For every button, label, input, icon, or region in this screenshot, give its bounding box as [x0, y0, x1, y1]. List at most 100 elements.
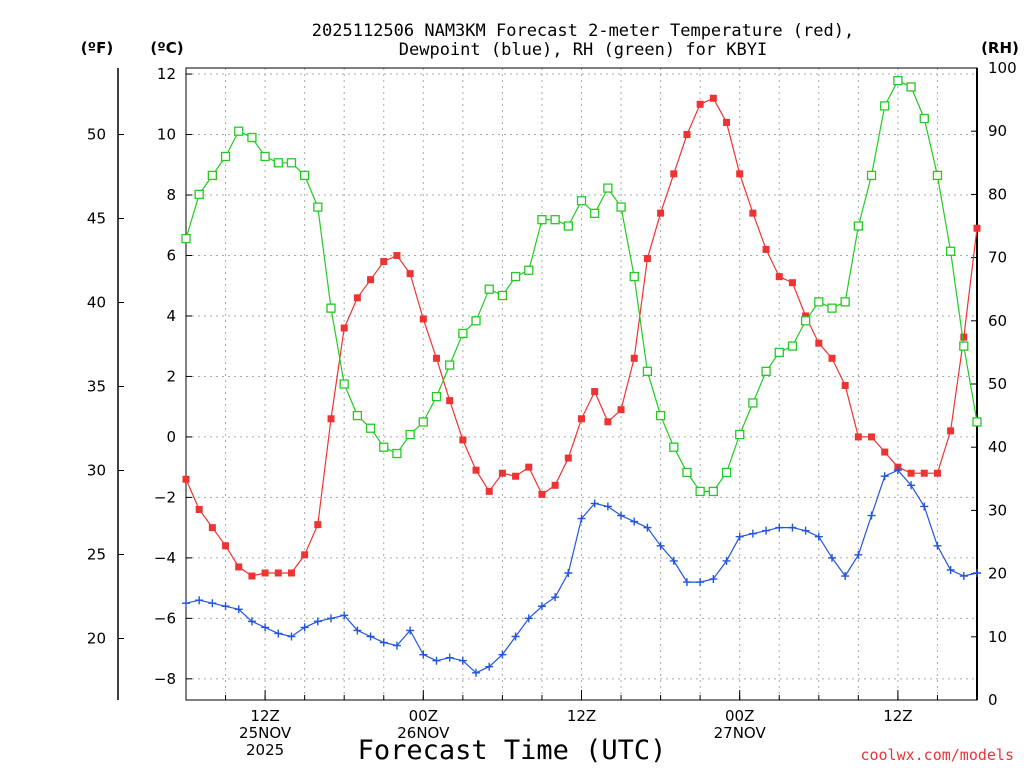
- dewpoint-point: [287, 632, 296, 641]
- temperature-point: [670, 170, 678, 178]
- rh-point: [220, 151, 231, 162]
- x-tick-label: 25NOV: [239, 724, 292, 742]
- temperature-point: [367, 276, 375, 284]
- temperature-point: [643, 255, 651, 263]
- rh-point: [181, 233, 191, 244]
- temperature-point: [802, 312, 810, 320]
- rh-point: [471, 316, 481, 326]
- dewpoint-point: [551, 593, 560, 602]
- temperature-point: [578, 415, 585, 423]
- dewpoint-point: [313, 617, 322, 626]
- dewpoint-point: [366, 632, 375, 641]
- dewpoint-point: [564, 568, 573, 577]
- dewpoint-point: [748, 529, 757, 538]
- dewpoint-point: [709, 575, 718, 584]
- rh-point: [748, 398, 758, 408]
- rh-point: [669, 442, 679, 452]
- dewpoint-point: [643, 523, 652, 532]
- rh-tick-label: 10: [988, 628, 1007, 646]
- rh-point: [418, 417, 428, 427]
- dewpoint-point: [340, 611, 349, 620]
- temperature-point: [933, 469, 941, 477]
- temperature-point: [696, 100, 704, 108]
- rh-point: [563, 221, 573, 231]
- temperature-point: [604, 418, 612, 426]
- rh-tick-label: 90: [988, 122, 1007, 140]
- temperature-point: [947, 427, 955, 435]
- temperature-point: [208, 524, 216, 532]
- temperature-point: [920, 469, 928, 477]
- temperature-point: [973, 224, 981, 232]
- rh-point: [260, 151, 270, 162]
- temperature-point: [406, 270, 414, 278]
- dewpoint-point: [669, 556, 678, 565]
- dewpoint-point: [182, 599, 190, 608]
- x-tick-label: 12Z: [567, 707, 596, 725]
- temperature-point: [788, 279, 796, 287]
- rh-point: [919, 113, 929, 124]
- rh-point: [827, 303, 837, 313]
- dewpoint-point: [959, 572, 968, 581]
- rh-point: [524, 265, 534, 275]
- celsius-tick-label: 6: [166, 246, 176, 264]
- fahrenheit-tick-label: 50: [87, 126, 106, 144]
- rh-point: [194, 189, 204, 200]
- dewpoint-point: [485, 662, 494, 671]
- temperature-point: [432, 354, 440, 362]
- dewpoint-point: [300, 623, 309, 632]
- temperature-point: [617, 406, 625, 414]
- rh-point: [959, 341, 969, 351]
- rh-point: [866, 170, 877, 181]
- temperature-point: [393, 251, 401, 259]
- dewpoint-point: [814, 532, 823, 541]
- rh-point: [853, 221, 863, 231]
- dewpoint-point: [630, 517, 639, 526]
- temperature-point: [630, 354, 638, 362]
- temperature-point: [248, 572, 256, 580]
- dewpoint-point: [920, 502, 929, 511]
- celsius-unit-label: (ºC): [150, 39, 183, 57]
- temperature-point: [195, 505, 203, 513]
- x-tick-label: 27NOV: [714, 724, 767, 742]
- temperature-point: [222, 542, 230, 550]
- rh-point: [299, 170, 310, 181]
- dewpoint-point: [406, 626, 415, 635]
- dewpoint-point: [907, 481, 916, 490]
- plot-frame: [185, 67, 978, 701]
- rh-point: [603, 183, 613, 193]
- dewpoint-point: [577, 514, 586, 523]
- rh-point: [537, 215, 547, 225]
- dewpoint-point: [973, 568, 981, 577]
- rh-point: [576, 196, 587, 206]
- temperature-point: [314, 521, 322, 529]
- temperature-point: [538, 490, 546, 498]
- rh-tick-label: 30: [988, 501, 1007, 519]
- dewpoint-point: [392, 641, 401, 650]
- temperature-point: [512, 472, 520, 480]
- rh-point: [972, 417, 982, 427]
- rh-point: [840, 297, 850, 307]
- dewpoint-point: [788, 523, 797, 532]
- dewpoint-point: [735, 532, 744, 541]
- dewpoint-point: [247, 617, 256, 626]
- temperature-point: [683, 131, 691, 139]
- rh-point: [814, 297, 824, 307]
- temperature-point: [709, 94, 717, 102]
- dewpoint-point: [854, 550, 863, 559]
- dewpoint-point: [379, 638, 388, 647]
- fahrenheit-tick-label: 35: [87, 378, 106, 396]
- rh-point: [234, 126, 244, 136]
- dewpoint-point: [511, 632, 520, 641]
- rh-point: [906, 82, 916, 92]
- temperature-point: [591, 388, 599, 396]
- dewpoint-point: [775, 523, 784, 532]
- celsius-tick-label: −6: [154, 609, 176, 627]
- rh-point: [405, 429, 415, 440]
- source-credit: coolwx.com/models: [860, 746, 1014, 764]
- rh-point: [247, 132, 257, 143]
- celsius-tick-label: −4: [154, 549, 176, 567]
- temperature-point: [828, 354, 836, 362]
- dewpoint-point: [472, 668, 481, 677]
- rh-point: [458, 328, 468, 339]
- temperature-point: [881, 448, 889, 456]
